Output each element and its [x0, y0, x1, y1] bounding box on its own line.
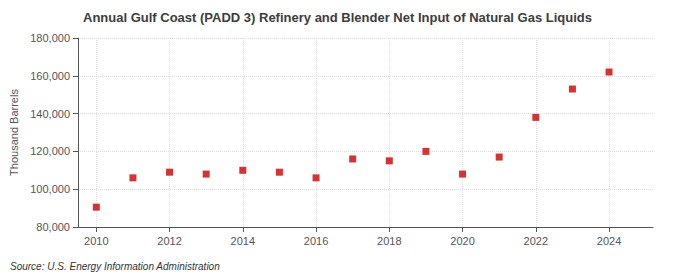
svg-text:2024: 2024: [597, 235, 621, 247]
svg-text:120,000: 120,000: [30, 145, 70, 157]
svg-text:Source: U.S. Energy Informatio: Source: U.S. Energy Information Administ…: [10, 261, 220, 272]
svg-text:Thousand Barrels: Thousand Barrels: [8, 89, 20, 176]
svg-text:2014: 2014: [231, 235, 255, 247]
svg-text:Annual Gulf Coast (PADD 3) Ref: Annual Gulf Coast (PADD 3) Refinery and …: [83, 10, 592, 25]
svg-text:160,000: 160,000: [30, 70, 70, 82]
svg-text:2010: 2010: [84, 235, 108, 247]
svg-text:2016: 2016: [304, 235, 328, 247]
svg-text:180,000: 180,000: [30, 32, 70, 44]
svg-text:2018: 2018: [377, 235, 401, 247]
svg-text:2020: 2020: [450, 235, 474, 247]
svg-text:140,000: 140,000: [30, 108, 70, 120]
svg-text:80,000: 80,000: [36, 221, 70, 233]
svg-text:100,000: 100,000: [30, 183, 70, 195]
svg-text:2012: 2012: [157, 235, 181, 247]
svg-text:2022: 2022: [524, 235, 548, 247]
